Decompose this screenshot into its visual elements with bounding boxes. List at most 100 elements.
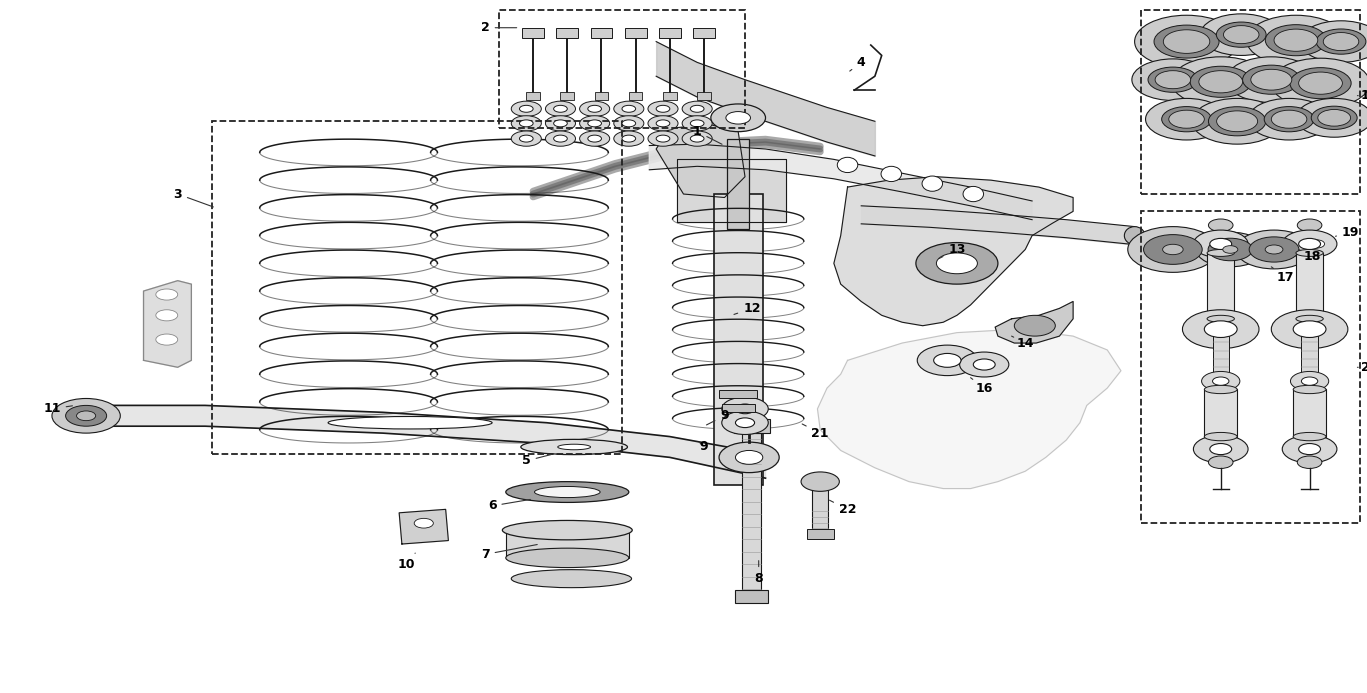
Circle shape [1202,371,1240,391]
Ellipse shape [1207,249,1234,256]
Bar [560,92,574,100]
Circle shape [1293,321,1326,337]
Circle shape [622,135,636,142]
Circle shape [722,411,768,435]
Polygon shape [995,301,1073,343]
Bar [506,527,629,558]
Circle shape [1208,107,1266,136]
Circle shape [1296,98,1367,137]
Circle shape [1264,107,1314,132]
Text: 21: 21 [802,424,828,439]
Bar [1213,335,1229,378]
Circle shape [682,101,712,116]
Circle shape [1014,315,1055,336]
Ellipse shape [1204,385,1237,394]
Bar [595,92,608,100]
Circle shape [1217,22,1266,47]
Circle shape [1223,246,1239,254]
Bar [727,139,749,229]
Circle shape [1193,435,1248,463]
Text: 8: 8 [755,561,763,585]
Circle shape [1172,57,1270,107]
Text: 1: 1 [693,125,722,144]
Circle shape [1144,235,1202,264]
Bar [1141,211,1360,523]
Bar [697,92,711,100]
Circle shape [1308,240,1325,248]
Circle shape [801,472,839,491]
Text: 16: 16 [971,378,992,394]
Circle shape [1208,219,1233,231]
Circle shape [735,450,763,464]
Circle shape [1282,435,1337,463]
Bar [807,529,834,539]
Bar [663,92,677,100]
Circle shape [1128,227,1218,272]
Circle shape [690,135,704,142]
Circle shape [1162,107,1211,132]
Circle shape [1208,238,1252,261]
Circle shape [1248,98,1330,140]
Circle shape [554,105,567,112]
Circle shape [580,116,610,131]
Polygon shape [656,125,745,198]
Text: 22: 22 [830,500,856,516]
Circle shape [1204,321,1237,337]
Circle shape [1213,377,1229,385]
Circle shape [414,518,433,528]
Bar [1141,10,1360,194]
Circle shape [1193,230,1248,258]
Circle shape [519,135,533,142]
Circle shape [648,101,678,116]
Text: 14: 14 [1012,336,1033,349]
Ellipse shape [1204,432,1237,441]
Polygon shape [399,509,448,544]
Bar [625,28,647,38]
Ellipse shape [506,482,629,502]
Bar [629,92,642,100]
Ellipse shape [506,548,629,568]
Ellipse shape [521,439,627,455]
Circle shape [519,105,533,112]
Bar [1204,389,1237,437]
Circle shape [719,442,779,473]
Ellipse shape [1207,315,1234,322]
Circle shape [1299,238,1321,249]
Circle shape [735,418,755,428]
Circle shape [1196,232,1264,267]
Polygon shape [677,159,786,222]
Bar [522,28,544,38]
Bar [734,419,770,433]
Bar [659,28,681,38]
Circle shape [1299,235,1334,253]
Ellipse shape [1124,227,1146,245]
Circle shape [1316,29,1366,54]
Ellipse shape [328,416,492,429]
Ellipse shape [1293,385,1326,394]
Circle shape [1162,245,1184,255]
Text: 10: 10 [398,553,416,571]
Circle shape [1163,30,1210,53]
Circle shape [1191,67,1251,97]
Circle shape [1311,106,1357,130]
Circle shape [156,310,178,321]
Circle shape [511,116,541,131]
Circle shape [580,131,610,146]
Circle shape [1223,26,1259,44]
Circle shape [77,411,96,421]
Text: 19: 19 [1336,226,1359,238]
Circle shape [614,116,644,131]
Circle shape [722,397,768,421]
Text: 18: 18 [1299,249,1321,263]
Ellipse shape [1296,315,1323,322]
Circle shape [656,135,670,142]
Circle shape [1290,68,1351,98]
Circle shape [545,116,576,131]
Bar [714,194,763,485]
Bar [693,28,715,38]
Bar [526,92,540,100]
Circle shape [960,352,1009,377]
Circle shape [554,135,567,142]
Circle shape [1251,69,1292,90]
Circle shape [1323,33,1359,51]
